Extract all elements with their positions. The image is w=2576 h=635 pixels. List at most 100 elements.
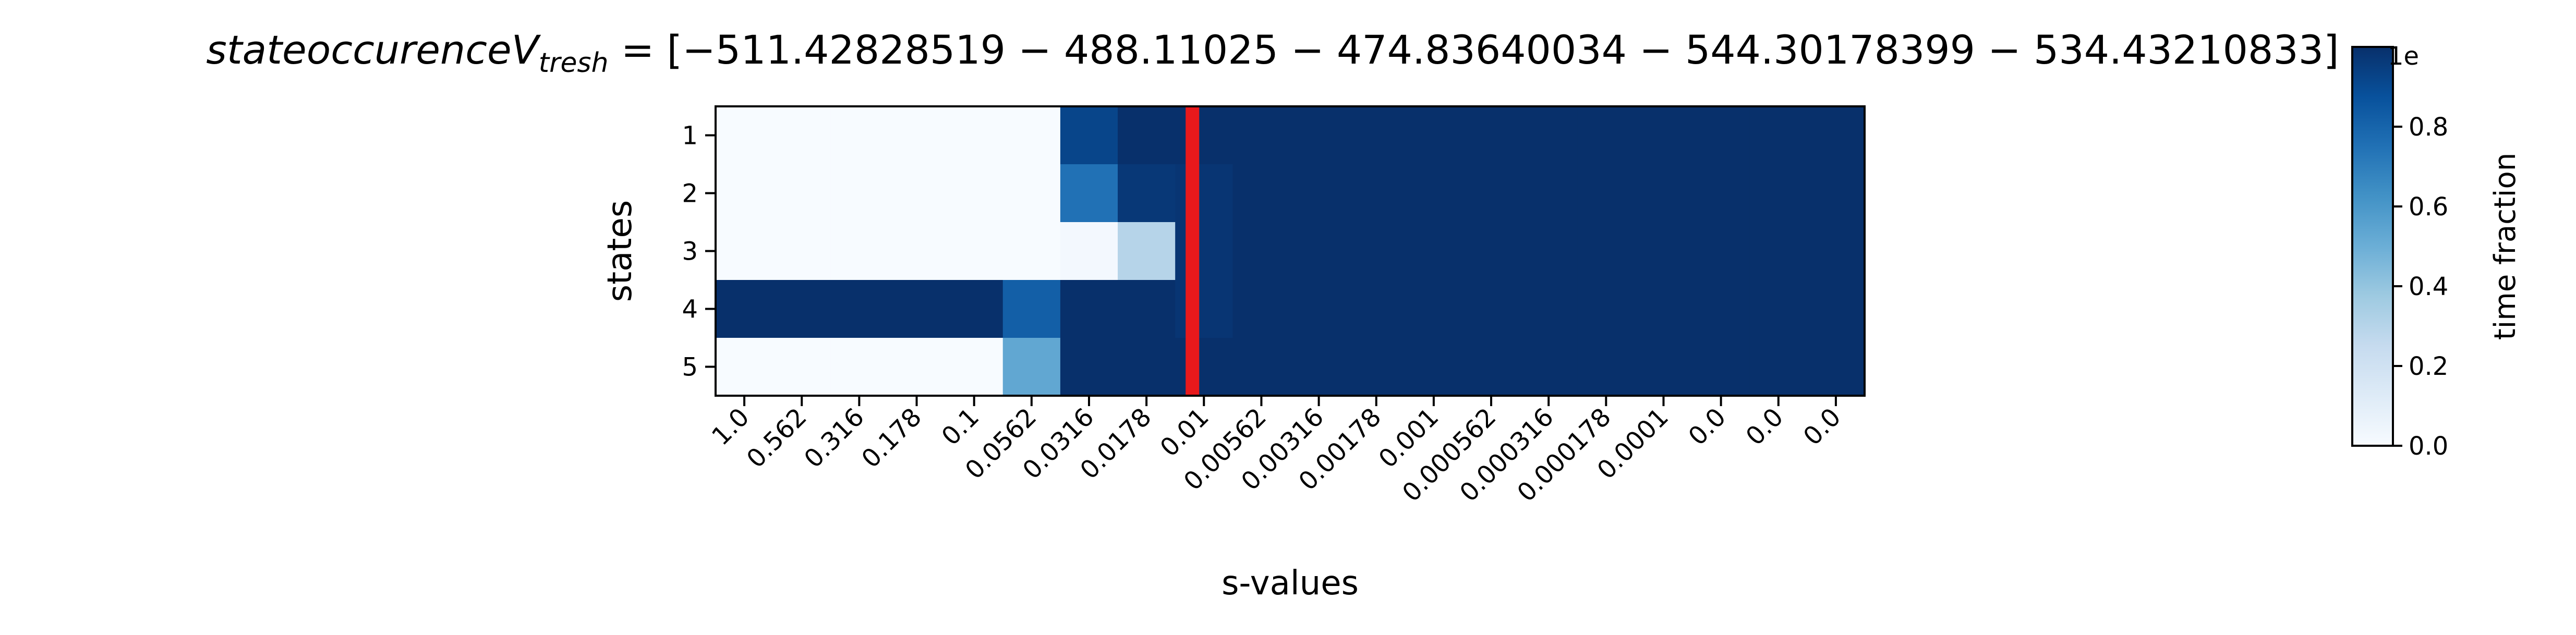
heatmap-cell bbox=[1635, 222, 1693, 280]
heatmap-cell bbox=[945, 106, 1003, 165]
x-tick-label: 0.178 bbox=[856, 402, 927, 474]
heatmap-cell bbox=[1347, 280, 1406, 338]
x-tick-label: 0.316 bbox=[799, 402, 870, 474]
heatmap-cell bbox=[1405, 338, 1463, 396]
heatmap-cell bbox=[1290, 280, 1348, 338]
heatmap-cell bbox=[1118, 338, 1176, 396]
heatmap-cell bbox=[716, 280, 773, 338]
heatmap-cell bbox=[1175, 280, 1233, 338]
heatmap-cell bbox=[1749, 106, 1808, 165]
colorbar-ticks: 0.0 0.2 0.4 0.6 0.8 bbox=[2393, 113, 2448, 461]
heatmap-cell bbox=[1749, 280, 1808, 338]
heatmap-cell bbox=[1807, 280, 1865, 338]
heatmap-cell bbox=[1692, 106, 1750, 165]
x-tick-label: 0.0 bbox=[1740, 402, 1789, 451]
heatmap-cell bbox=[1060, 280, 1118, 338]
colorbar-top-label: 1e bbox=[2388, 42, 2419, 71]
threshold-line bbox=[1186, 106, 1200, 396]
heatmap-cells bbox=[716, 106, 1865, 396]
heatmap-cell bbox=[1462, 280, 1520, 338]
heatmap-cell bbox=[1002, 222, 1061, 280]
heatmap-cell bbox=[1175, 222, 1233, 280]
heatmap-cell bbox=[1692, 222, 1750, 280]
heatmap-cell bbox=[945, 164, 1003, 223]
heatmap-cell bbox=[1060, 164, 1118, 223]
heatmap-cell bbox=[1807, 106, 1865, 165]
heatmap-cell bbox=[1347, 106, 1406, 165]
heatmap-cell bbox=[1175, 338, 1233, 396]
y-tick-label: 4 bbox=[682, 295, 698, 324]
heatmap-cell bbox=[1118, 280, 1176, 338]
heatmap-cell bbox=[1807, 222, 1865, 280]
heatmap-cell bbox=[1290, 164, 1348, 223]
heatmap-cell bbox=[1290, 106, 1348, 165]
heatmap-cell bbox=[716, 106, 773, 165]
heatmap-cell bbox=[888, 280, 946, 338]
y-tick-label: 5 bbox=[682, 353, 698, 382]
heatmap-cell bbox=[830, 164, 889, 223]
x-axis-label: s-values bbox=[1222, 564, 1359, 603]
heatmap-cell bbox=[1577, 338, 1635, 396]
colorbar bbox=[2351, 46, 2394, 447]
chart-title: stateoccurenceVtresh = [−511.42828519 − … bbox=[206, 27, 2339, 79]
heatmap-cell bbox=[1405, 222, 1463, 280]
heatmap-cell bbox=[1232, 222, 1291, 280]
x-tick-label: 0.562 bbox=[741, 402, 813, 474]
heatmap-cell bbox=[1002, 164, 1061, 223]
heatmap-cell bbox=[1807, 164, 1865, 223]
heatmap-cell bbox=[1232, 164, 1291, 223]
heatmap-cell bbox=[945, 280, 1003, 338]
heatmap-cell bbox=[1635, 106, 1693, 165]
x-tick-label: 1.0 bbox=[706, 402, 755, 451]
heatmap-cell bbox=[1635, 338, 1693, 396]
heatmap-cell bbox=[1060, 338, 1118, 396]
heatmap-cell bbox=[1405, 280, 1463, 338]
heatmap-cell bbox=[1290, 222, 1348, 280]
heatmap-cell bbox=[1520, 106, 1578, 165]
heatmap-cell bbox=[830, 338, 889, 396]
x-tick-label: 0.1 bbox=[936, 402, 985, 451]
heatmap-cell bbox=[830, 222, 889, 280]
colorbar-label: time fraction bbox=[2488, 153, 2522, 340]
heatmap-cell bbox=[1060, 106, 1118, 165]
heatmap-cell bbox=[1060, 222, 1118, 280]
heatmap-cell bbox=[1347, 222, 1406, 280]
heatmap-cell bbox=[1002, 338, 1061, 396]
x-tick-label: 0.0 bbox=[1683, 402, 1732, 451]
heatmap-cell bbox=[1462, 222, 1520, 280]
heatmap-cell bbox=[716, 338, 773, 396]
heatmap-cell bbox=[830, 280, 889, 338]
y-tick-label: 2 bbox=[682, 179, 698, 209]
heatmap-cell bbox=[1807, 338, 1865, 396]
y-axis-ticks: 1 2 3 4 5 bbox=[682, 121, 716, 382]
colorbar-tick-label: 0.6 bbox=[2409, 192, 2448, 222]
y-tick-label: 3 bbox=[682, 237, 698, 266]
y-axis-label: states bbox=[601, 200, 639, 302]
x-tick-label: 0.0 bbox=[1798, 402, 1847, 451]
heatmap-cell bbox=[1347, 164, 1406, 223]
heatmap-cell bbox=[1520, 338, 1578, 396]
colorbar-tick-label: 0.2 bbox=[2409, 352, 2448, 381]
heatmap-cell bbox=[773, 280, 831, 338]
heatmap-cell bbox=[1232, 106, 1291, 165]
heatmap-cell bbox=[1749, 338, 1808, 396]
colorbar-tick-label: 0.8 bbox=[2409, 113, 2448, 142]
heatmap-cell bbox=[1462, 338, 1520, 396]
heatmap-cell bbox=[1692, 338, 1750, 396]
heatmap-cell bbox=[1635, 164, 1693, 223]
heatmap-cell bbox=[1405, 106, 1463, 165]
heatmap-cell bbox=[1002, 280, 1061, 338]
heatmap-cell bbox=[888, 106, 946, 165]
heatmap-cell bbox=[1749, 222, 1808, 280]
heatmap-cell bbox=[773, 222, 831, 280]
heatmap-cell bbox=[888, 164, 946, 223]
heatmap-cell bbox=[773, 106, 831, 165]
heatmap-cell bbox=[830, 106, 889, 165]
heatmap-cell bbox=[1520, 222, 1578, 280]
colorbar-tick-label: 0.0 bbox=[2409, 432, 2448, 461]
title-subscript: tresh bbox=[539, 47, 609, 79]
heatmap-cell bbox=[1347, 338, 1406, 396]
heatmap-cell bbox=[888, 222, 946, 280]
heatmap-cell bbox=[1749, 164, 1808, 223]
